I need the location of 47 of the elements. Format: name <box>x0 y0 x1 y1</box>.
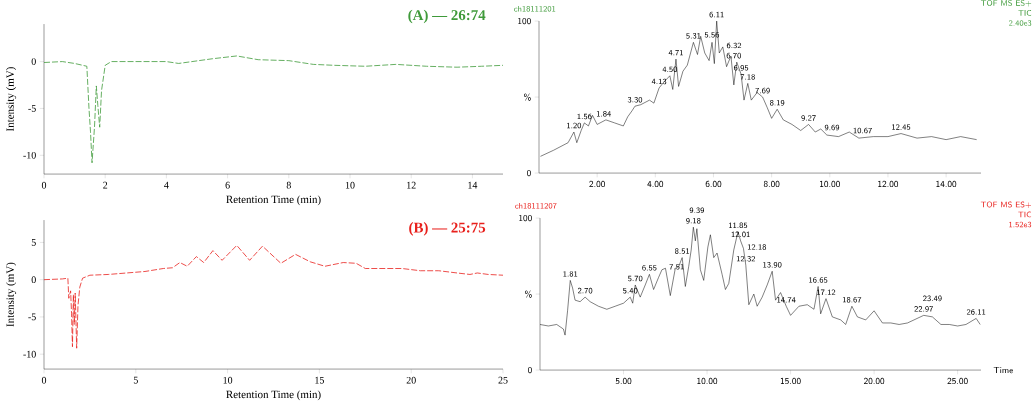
y-tick-label: 100 <box>519 214 532 222</box>
y-tick-label: % <box>525 290 532 298</box>
y-tick-label: 0 <box>527 169 531 177</box>
x-tick-label: 10.00 <box>820 180 840 188</box>
x-axis-title: Retention Time (min) <box>226 195 321 206</box>
x-axis-title: Retention Time (min) <box>226 390 321 401</box>
x-tick-label: 12 <box>407 181 416 189</box>
x-tick-label: 20.00 <box>863 377 885 385</box>
y-tick-label: 0 <box>31 58 36 65</box>
x-tick-label: 10 <box>223 376 233 384</box>
x-tick-label: 8 <box>286 181 291 189</box>
y-axis-title: Intensity (mV) <box>6 262 17 327</box>
x-tick-label: 5 <box>133 376 138 384</box>
x-tick-label: 25.00 <box>947 377 968 385</box>
x-tick-label: 2 <box>103 181 108 189</box>
x-tick-label: 14 <box>468 181 478 189</box>
x-tick-label: 8.00 <box>763 180 780 188</box>
x-tick-label: 4.00 <box>647 180 664 188</box>
x-tick-label: 0 <box>41 181 47 189</box>
x-tick-label: 25 <box>498 376 508 384</box>
x-axis-title: Time <box>993 366 1013 374</box>
y-tick-label: 100 <box>518 17 531 25</box>
x-tick-label: 10 <box>345 181 355 189</box>
x-tick-label: 5.00 <box>615 377 632 385</box>
x-tick-label: 6.00 <box>705 180 722 188</box>
x-tick-label: 20 <box>406 376 416 384</box>
y-tick-label: -10 <box>23 151 36 159</box>
y-axis-title: Intensity (mV) <box>6 67 17 132</box>
x-tick-label: 15 <box>315 376 324 384</box>
y-tick-label: 5 <box>31 239 36 246</box>
y-tick-label: -10 <box>23 350 36 358</box>
y-tick-label: 0 <box>528 366 532 374</box>
chart-title: (B) — 25:75 <box>409 222 486 236</box>
y-tick-label: 0 <box>31 276 36 284</box>
x-tick-label: 4 <box>164 181 169 189</box>
chart-title: (A) — 26:74 <box>408 9 486 24</box>
y-tick-label: -5 <box>28 313 36 321</box>
y-tick-label: -5 <box>28 105 36 112</box>
x-tick-label: 10.00 <box>697 377 718 385</box>
x-tick-label: 2.00 <box>589 180 605 188</box>
x-tick-label: 6 <box>225 181 230 189</box>
x-tick-label: 12.00 <box>878 180 899 188</box>
x-tick-label: 15.00 <box>780 377 801 385</box>
line-series <box>43 55 504 164</box>
y-tick-label: % <box>524 93 531 101</box>
x-tick-label: 14.00 <box>936 180 957 188</box>
x-tick-label: 0 <box>41 376 47 384</box>
